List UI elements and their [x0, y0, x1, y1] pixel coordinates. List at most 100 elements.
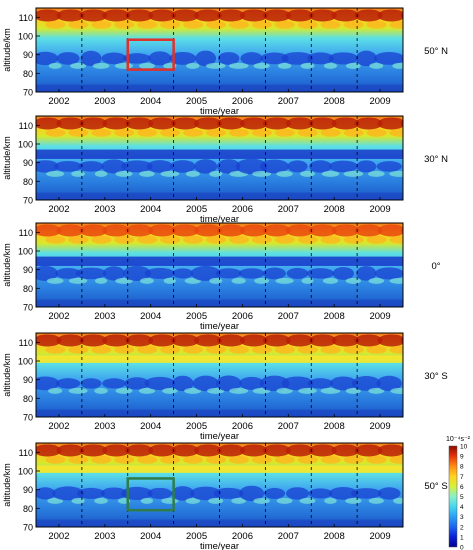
x-tick-label: 2006: [232, 204, 253, 215]
x-tick-label: 2004: [140, 531, 161, 542]
x-tick-label: 2006: [232, 421, 253, 432]
y-tick-label: 70: [23, 303, 33, 313]
x-tick-label: 2008: [324, 421, 345, 432]
x-tick-label: 2002: [48, 531, 69, 542]
y-tick-label: 110: [19, 13, 33, 23]
x-tick-label: 2009: [369, 96, 390, 107]
panel-field: [36, 443, 403, 527]
y-tick-label: 100: [18, 357, 33, 367]
colorbar-tick-label: 5: [460, 494, 464, 501]
y-axis-label: altitude/km: [2, 28, 12, 72]
x-tick-label: 2004: [140, 96, 161, 107]
y-tick-label: 70: [23, 523, 33, 533]
colorbar-tick-label: 0: [460, 545, 464, 550]
x-tick-label: 2005: [186, 531, 207, 542]
colorbar-tick-label: 3: [460, 514, 464, 521]
x-tick-label: 2002: [48, 421, 69, 432]
x-tick-label: 2003: [94, 421, 115, 432]
highlight-box: [126, 38, 175, 71]
x-axis-label: time/year: [200, 106, 239, 117]
y-tick-label: 100: [18, 140, 33, 150]
x-tick-label: 2005: [186, 204, 207, 215]
plot-frame: [35, 332, 404, 418]
x-tick-label: 2005: [186, 96, 207, 107]
y-tick-label: 80: [23, 177, 33, 187]
y-axis-label: altitude/km: [2, 243, 12, 287]
y-tick-label: 110: [19, 338, 33, 348]
x-tick-label: 2006: [232, 531, 253, 542]
colorbar-tick-label: 6: [460, 484, 464, 491]
panel-3: 70 80 90 100 110 altitude/km 2002 2003 2004 2005 2…: [2, 332, 448, 442]
latitude-label: 30° N: [424, 154, 448, 165]
y-axis-label: altitude/km: [2, 136, 12, 180]
panel-field: [36, 8, 403, 92]
x-tick-label: 2007: [278, 204, 299, 215]
x-axis-label: time/year: [200, 541, 239, 550]
x-axis-label: time/year: [200, 431, 239, 442]
x-tick-label: 2003: [94, 311, 115, 322]
x-tick-label: 2008: [324, 311, 345, 322]
highlight-box: [126, 477, 175, 512]
y-tick-label: 90: [23, 265, 33, 275]
x-tick-label: 2008: [324, 96, 345, 107]
panel-field: [36, 333, 403, 417]
plot-frame: [35, 115, 404, 201]
y-tick-label: 110: [19, 228, 33, 238]
x-tick-label: 2003: [94, 96, 115, 107]
panel-field: [36, 116, 403, 200]
y-tick-label: 70: [23, 196, 33, 206]
y-tick-label: 80: [23, 504, 33, 514]
y-tick-label: 110: [19, 121, 33, 131]
x-tick-label: 2002: [48, 311, 69, 322]
plot-frame: [35, 222, 404, 308]
x-tick-label: 2005: [186, 311, 207, 322]
x-tick-label: 2009: [369, 311, 390, 322]
y-tick-label: 70: [23, 88, 33, 98]
colorbar-tick-label: 9: [460, 454, 464, 461]
colorbar-tick-label: 1: [460, 534, 464, 541]
colorbar-tick-label: 10: [460, 444, 468, 451]
colorbar-scale: [448, 445, 458, 548]
panel-2: 70 80 90 100 110 altitude/km 2002 2003 2004 2005 2…: [2, 222, 441, 332]
x-axis-label: time/year: [200, 321, 239, 332]
y-tick-label: 110: [19, 448, 33, 458]
x-tick-label: 2008: [324, 204, 345, 215]
latitude-label: 0°: [431, 261, 440, 272]
latitude-label: 50° N: [424, 46, 448, 57]
panel-0: 70 80 90 100 110 altitude/km 2002 2003 2004 2005 2…: [2, 7, 448, 117]
y-tick-label: 80: [23, 394, 33, 404]
x-tick-label: 2006: [232, 311, 253, 322]
y-axis-label: altitude/km: [2, 353, 12, 397]
y-tick-label: 80: [23, 284, 33, 294]
y-tick-label: 80: [23, 69, 33, 79]
latitude-label: 30° S: [424, 371, 447, 382]
x-tick-label: 2003: [94, 531, 115, 542]
panel-field: [36, 223, 403, 307]
x-tick-label: 2004: [140, 421, 161, 432]
plot-frame: [35, 442, 404, 528]
y-axis-label: altitude/km: [2, 463, 12, 507]
latitude-label: 50° S: [424, 481, 447, 492]
y-tick-label: 90: [23, 50, 33, 60]
y-tick-label: 90: [23, 375, 33, 385]
x-tick-label: 2007: [278, 421, 299, 432]
x-tick-label: 2009: [369, 421, 390, 432]
x-tick-label: 2004: [140, 204, 161, 215]
y-tick-label: 100: [18, 32, 33, 42]
x-tick-label: 2003: [94, 204, 115, 215]
y-tick-label: 100: [18, 247, 33, 257]
x-tick-label: 2006: [232, 96, 253, 107]
y-tick-label: 100: [18, 467, 33, 477]
colorbar-tick-label: 7: [460, 474, 464, 481]
x-tick-label: 2009: [369, 204, 390, 215]
x-tick-label: 2007: [278, 96, 299, 107]
panel-1: 70 80 90 100 110 altitude/km 2002 2003 2004 2005 2…: [2, 115, 448, 225]
x-tick-label: 2005: [186, 421, 207, 432]
panel-4: 70 80 90 100 110 altitude/km 2002 2003 2004 2005 2…: [2, 442, 448, 550]
y-tick-label: 70: [23, 413, 33, 423]
x-tick-label: 2008: [324, 531, 345, 542]
colorbar-tick-label: 4: [460, 504, 464, 511]
plot-frame: [35, 7, 404, 93]
x-axis-label: time/year: [200, 214, 239, 225]
